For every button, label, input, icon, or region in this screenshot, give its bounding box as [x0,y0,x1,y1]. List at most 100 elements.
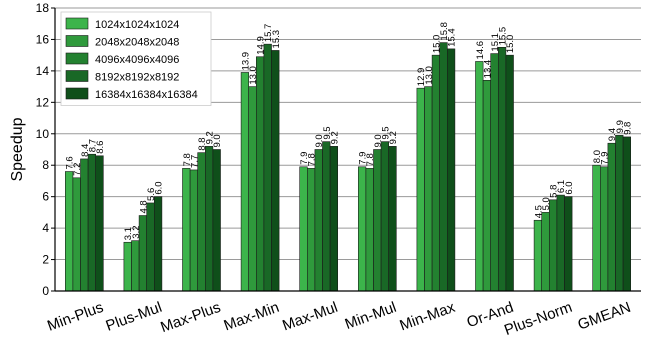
legend: 1024x1024x1024 2048x2048x2048 4096x4096x40… [60,11,212,106]
y-tick-label: 16 [36,32,50,46]
data-label: 7.6 [65,156,76,169]
bar [322,141,331,292]
legend-swatch [65,17,89,30]
bar [365,168,374,292]
data-label: 3.2 [131,225,142,238]
y-tick-label: 8 [42,158,49,172]
legend-label: 1024x1024x1024 [95,19,179,31]
data-label: 7.8 [182,153,193,166]
y-tick-label: 2 [42,253,49,267]
bar [329,146,339,292]
bar [299,166,308,292]
data-label: 9.8 [622,122,633,135]
bar [65,171,74,292]
bar [497,47,507,292]
legend-label: 8192x8192x8192 [95,72,179,84]
data-label: 9.2 [388,131,399,144]
data-label: 13.4 [482,60,493,79]
bar [314,149,323,292]
data-label: 3.1 [123,227,134,240]
data-label: 6.0 [564,181,575,194]
data-label: 15.1 [490,33,501,52]
bars [65,42,631,292]
data-label: 9.9 [615,120,626,133]
x-tick-label: Plus-Mul [104,299,165,335]
x-tick-label: Min-Plus [45,299,106,335]
data-label: 8.7 [87,139,98,152]
data-label: 8.0 [592,150,603,163]
data-label: 5.6 [146,188,157,201]
data-label: 7.7 [189,155,200,168]
data-label: 8.8 [197,137,208,150]
bar [556,194,565,292]
legend-label: 4096x4096x4096 [95,54,179,66]
bar [240,72,250,292]
data-label: 14.9 [256,36,267,55]
data-label: 13.0 [248,66,259,85]
x-tick-label: Max-Min [222,299,282,335]
bar [416,87,425,292]
x-tick-label: Max-Mul [280,299,340,335]
y-tick-label: 10 [36,127,50,141]
bar [212,149,221,292]
x-tick-label: GMEAN [576,299,634,334]
bar [505,54,514,292]
data-label: 15.0 [505,35,516,54]
x-tick-label: Plus-Norm [502,299,574,339]
data-label: 8.4 [80,144,91,157]
data-label: 5.8 [549,185,560,198]
bar [439,42,448,292]
legend-swatch [65,70,89,82]
bar [380,141,390,292]
x-tick-label: Min-Mul [343,299,399,333]
bar [271,50,280,292]
bar [599,166,609,292]
data-label: 9.2 [329,131,340,144]
bar [182,168,191,292]
bar [490,53,499,292]
data-label: 8.6 [95,141,106,154]
bar [263,43,272,292]
data-label: 12.9 [416,68,427,87]
bar [431,54,441,292]
bar [533,219,542,292]
y-tick-label: 4 [42,221,49,235]
data-label: 13.9 [240,52,251,71]
y-tick-label: 6 [42,190,49,204]
y-tick-label: 14 [36,64,50,78]
data-label: 13.0 [424,66,435,85]
bar [482,80,492,292]
bar [564,196,573,292]
legend-swatch [65,35,89,47]
data-label: 15.4 [447,28,458,47]
data-label: 7.8 [307,153,318,166]
bar [446,48,456,292]
bar [424,86,433,292]
data-label: 5.0 [541,197,552,210]
x-tick-label: Min-Max [397,299,457,335]
data-label: 6.1 [556,180,567,193]
data-label: 4.8 [138,200,149,213]
data-label: 7.9 [299,152,310,165]
bar [80,158,89,292]
bar [72,177,81,292]
bar [255,56,265,292]
bar [146,202,155,292]
data-label: 4.5 [533,205,544,218]
bar [87,153,96,292]
bar [189,169,199,292]
y-tick-label: 0 [42,284,49,298]
bar [95,155,104,292]
data-label: 14.6 [475,41,486,60]
bar [357,166,367,292]
bar [548,199,558,292]
data-label: 9.5 [322,126,333,139]
y-tick-label: 12 [36,95,50,109]
data-label: 7.2 [72,163,83,176]
legend-swatch [65,87,89,100]
data-label: 15.0 [431,35,442,54]
legend-swatch [65,52,89,65]
bar [205,146,214,292]
bar [475,61,484,292]
bar [541,212,550,292]
